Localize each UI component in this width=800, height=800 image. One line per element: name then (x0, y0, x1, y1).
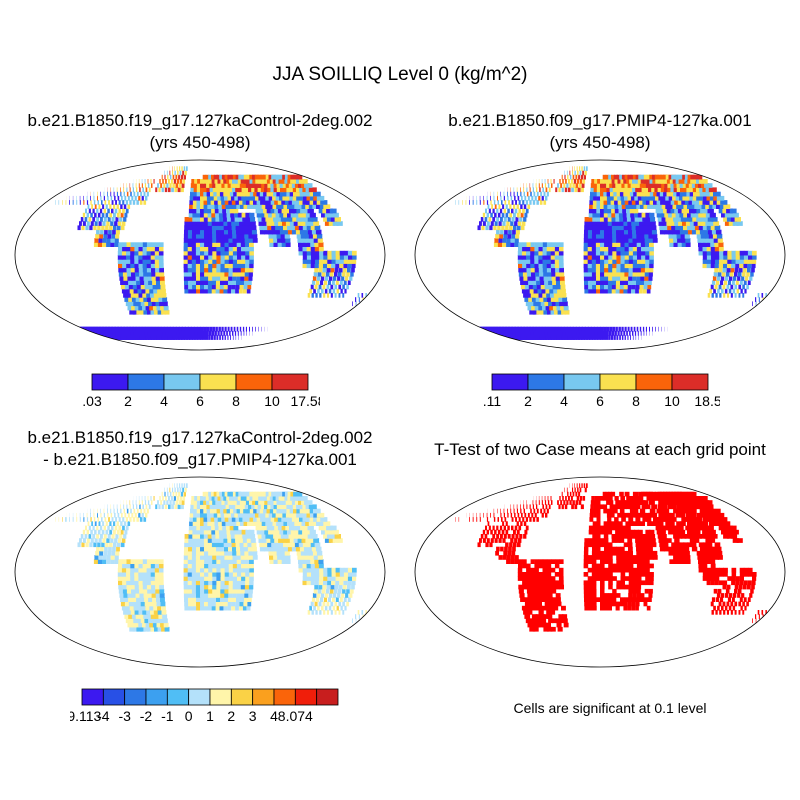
panel2-title-line2: (yrs 450-498) (549, 133, 651, 152)
colorbar-box (599, 373, 637, 391)
colorbar-label: 3 (249, 708, 257, 724)
colorbar-box (563, 373, 601, 391)
colorbar-box (635, 373, 673, 391)
colorbar-label: .11 (483, 393, 502, 409)
map-panel-pmip4 (414, 159, 786, 351)
colorbar-label: 8.074 (278, 708, 313, 724)
colorbar-box (145, 688, 168, 706)
panel2-title-line1: b.e21.B1850.f09_g17.PMIP4-127ka.001 (448, 111, 752, 130)
map-outline (414, 476, 786, 668)
colorbar-label: 0 (185, 708, 193, 724)
significance-note: Cells are significant at 0.1 level (513, 700, 707, 716)
panel1-title-line2: (yrs 450-498) (149, 133, 251, 152)
map-panel-difference (14, 476, 386, 668)
colorbar-label: .03 (82, 393, 102, 409)
map-outline (14, 159, 386, 351)
colorbar-label: -9.113 (70, 708, 102, 724)
colorbar-box (199, 373, 237, 391)
colorbar-label: 6 (596, 393, 604, 409)
colorbar-label: 6 (196, 393, 204, 409)
colorbar-box (235, 373, 273, 391)
colorbar-label: 10 (264, 393, 280, 409)
panel3-title-line1: b.e21.B1850.f19_g17.127kaControl-2deg.00… (27, 428, 373, 447)
map-outline (14, 476, 386, 668)
colorbar-box (127, 373, 165, 391)
colorbar-label: -1 (161, 708, 174, 724)
colorbar-label: 2 (124, 393, 132, 409)
colorbar-label: 17.58 (290, 393, 320, 409)
land-cells (55, 483, 371, 632)
colorbar-label: 18.5 (694, 393, 720, 409)
colorbar-label: -4 (97, 708, 110, 724)
colorbar-box (273, 688, 296, 706)
colorbar-label: 1 (206, 708, 214, 724)
colorbar-label: 8 (632, 393, 640, 409)
colorbar-box (491, 373, 529, 391)
colorbar-label: 2 (227, 708, 235, 724)
colorbar-label: 2 (524, 393, 532, 409)
land-cells (55, 166, 371, 340)
colorbar-box (209, 688, 232, 706)
colorbar-label: -3 (118, 708, 131, 724)
colorbar-box (163, 373, 201, 391)
figure-title: JJA SOILLIQ Level 0 (kg/m^2) (272, 64, 528, 85)
colorbar-box (102, 688, 126, 706)
colorbar-box (252, 688, 275, 706)
colorbar-box (271, 373, 309, 391)
colorbar-control: .03 2 4 6 8 10 17.58 (82, 373, 320, 409)
colorbar-label: 4 (270, 708, 278, 724)
land-cells (455, 166, 771, 340)
map-outline (414, 159, 786, 351)
colorbar-label: 4 (560, 393, 568, 409)
colorbar-box (527, 373, 565, 391)
panel3-title-line2: - b.e21.B1850.f09_g17.PMIP4-127ka.001 (43, 450, 357, 469)
colorbar-pmip4: .11 2 4 6 8 10 18.5 (483, 373, 720, 409)
colorbar-box (91, 373, 129, 391)
panel1-title-line1: b.e21.B1850.f19_g17.127kaControl-2deg.00… (27, 111, 373, 130)
colorbar-label: 8 (232, 393, 240, 409)
colorbar-box (188, 688, 211, 706)
colorbar-box (81, 688, 104, 706)
colorbar-box (316, 688, 339, 706)
colorbar-box (294, 688, 318, 706)
colorbar-label: 4 (160, 393, 168, 409)
colorbar-box (230, 688, 254, 706)
land-cells (455, 483, 771, 632)
map-panel-control (14, 159, 386, 351)
colorbar-label: 10 (664, 393, 680, 409)
colorbar-box (166, 688, 190, 706)
colorbar-label: -2 (140, 708, 153, 724)
colorbar-box (124, 688, 147, 706)
colorbar-box (671, 373, 709, 391)
panel4-title: T-Test of two Case means at each grid po… (434, 440, 766, 459)
map-panel-ttest (414, 476, 786, 668)
